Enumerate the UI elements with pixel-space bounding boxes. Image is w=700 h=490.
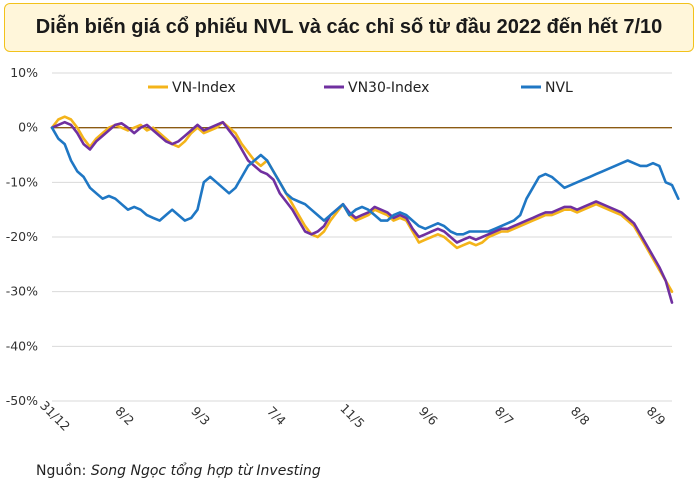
y-tick-label: -50% (6, 393, 38, 408)
y-tick-label: -20% (6, 229, 38, 244)
chart-title-box: Diễn biến giá cổ phiếu NVL và các chỉ số… (4, 3, 694, 52)
x-tick-label: 9/3 (188, 403, 213, 428)
source-text: Song Ngọc tổng hợp từ Investing (90, 463, 321, 479)
x-tick-label: 8/9 (644, 403, 669, 428)
nvl-line (50, 126, 680, 236)
y-tick-label: -30% (6, 284, 38, 299)
y-tick-label: -40% (6, 338, 38, 353)
source-prefix: Nguồn: (36, 463, 91, 479)
y-tick-label: -10% (6, 174, 38, 189)
x-tick-label: 31/12 (37, 398, 73, 434)
vnindex-line (50, 115, 674, 293)
x-tick-label: 8/2 (112, 403, 137, 428)
x-tick-label: 7/4 (264, 403, 289, 428)
x-tick-label: 8/8 (568, 403, 593, 428)
line-chart: 10% 0% -10% -20% -30% -40% -50% 31/12 8/2 9/3 7/4 1… (6, 65, 680, 434)
source-note: Nguồn: Song Ngọc tổng hợp từ Investing (36, 463, 321, 479)
x-tick-label: 8/7 (492, 403, 517, 428)
legend-label: VN30-Index (348, 80, 429, 96)
legend-label: VN-Index (172, 80, 236, 96)
x-tick-label: 9/6 (416, 403, 441, 428)
legend-label: NVL (545, 80, 573, 96)
x-tick-label: 11/5 (337, 401, 367, 431)
y-tick-label: 10% (10, 65, 38, 80)
y-tick-label: 0% (18, 120, 38, 135)
vn30-line (50, 120, 674, 304)
chart-title: Diễn biến giá cổ phiếu NVL và các chỉ số… (35, 16, 663, 38)
